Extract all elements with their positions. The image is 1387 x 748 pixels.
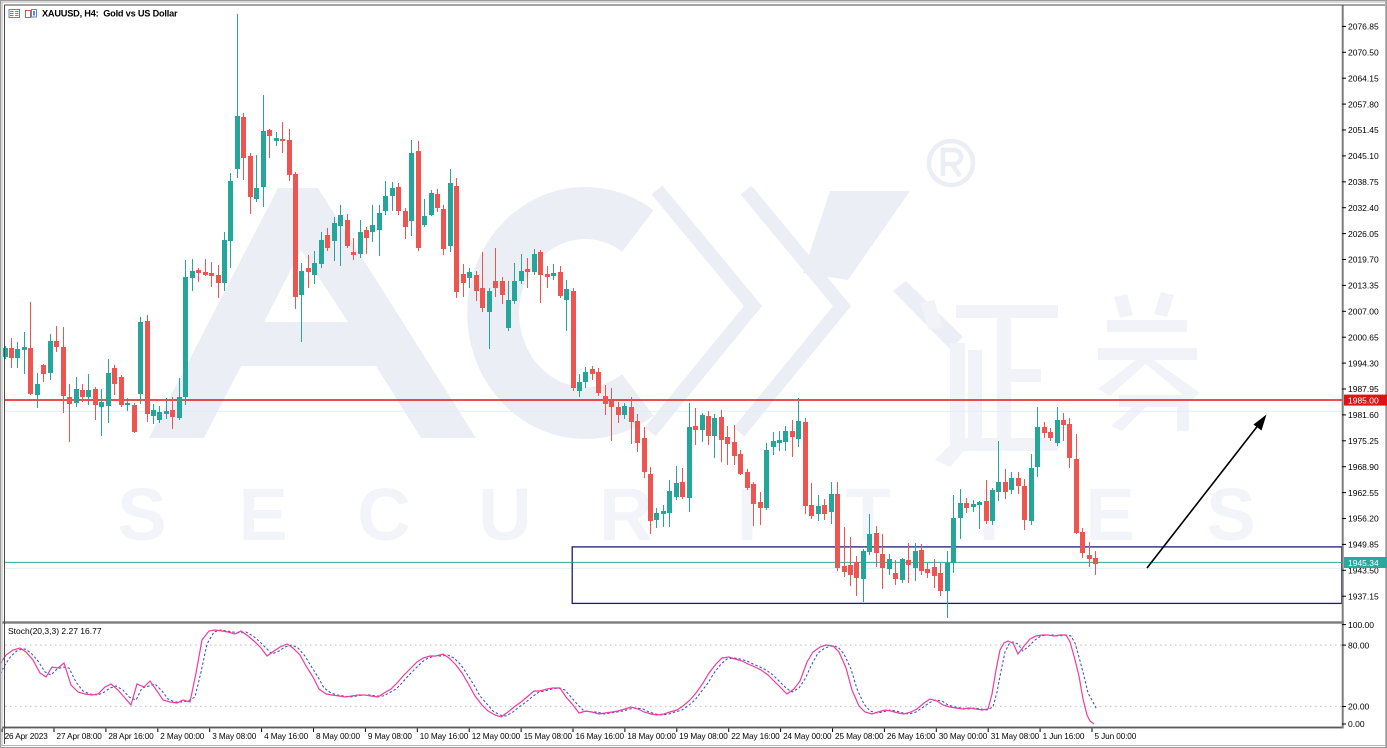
svg-text:1945.34: 1945.34 [1348,558,1379,568]
svg-text:2019.70: 2019.70 [1348,255,1379,265]
svg-text:80.00: 80.00 [1348,640,1370,650]
svg-text:24 May 00:00: 24 May 00:00 [783,732,832,741]
svg-text:S: S [117,473,166,556]
svg-text:0.00: 0.00 [1348,719,1365,729]
svg-text:2038.75: 2038.75 [1348,177,1379,187]
svg-text:16 May 16:00: 16 May 16:00 [576,732,625,741]
svg-text:1985.00: 1985.00 [1348,395,1379,405]
svg-text:1949.85: 1949.85 [1348,540,1379,550]
svg-text:1937.15: 1937.15 [1348,591,1379,601]
svg-text:C: C [357,473,410,556]
svg-text:5 Jun 00:00: 5 Jun 00:00 [1095,732,1137,741]
svg-text:26 May 16:00: 26 May 16:00 [887,732,936,741]
svg-text:25 May 08:00: 25 May 08:00 [835,732,884,741]
svg-text:2070.50: 2070.50 [1348,48,1379,58]
svg-text:8 May 00:00: 8 May 00:00 [316,732,361,741]
svg-text:U: U [478,473,531,556]
svg-text:2013.35: 2013.35 [1348,281,1379,291]
svg-text:2032.40: 2032.40 [1348,203,1379,213]
svg-text:1975.25: 1975.25 [1348,436,1379,446]
svg-text:15 May 08:00: 15 May 08:00 [524,732,573,741]
svg-text:4 May 16:00: 4 May 16:00 [264,732,309,741]
svg-text:2057.80: 2057.80 [1348,99,1379,109]
svg-text:27 Apr 08:00: 27 Apr 08:00 [57,732,103,741]
svg-text:20.00: 20.00 [1348,702,1370,712]
svg-text:2000.65: 2000.65 [1348,332,1379,342]
svg-text:E: E [1085,473,1134,556]
svg-text:10 May 16:00: 10 May 16:00 [420,732,469,741]
svg-text:2045.10: 2045.10 [1348,151,1379,161]
svg-text:R: R [599,473,652,556]
svg-text:1 Jun 16:00: 1 Jun 16:00 [1043,732,1085,741]
svg-text:18 May 00:00: 18 May 00:00 [627,732,676,741]
svg-text:1987.95: 1987.95 [1348,384,1379,394]
svg-text:2064.15: 2064.15 [1348,73,1379,83]
svg-text:2026.05: 2026.05 [1348,229,1379,239]
svg-text:12 May 00:00: 12 May 00:00 [472,732,521,741]
svg-text:31 May 08:00: 31 May 08:00 [991,732,1040,741]
svg-text:1981.60: 1981.60 [1348,410,1379,420]
svg-text:XAUUSD, H4: Gold vs US Dollar: XAUUSD, H4: Gold vs US Dollar [42,9,178,19]
svg-text:28 Apr 16:00: 28 Apr 16:00 [108,732,154,741]
svg-text:1968.90: 1968.90 [1348,462,1379,472]
svg-text:E: E [238,473,287,556]
svg-text:3 May 08:00: 3 May 08:00 [212,732,257,741]
svg-text:1943.50: 1943.50 [1348,566,1379,576]
svg-text:2076.85: 2076.85 [1348,22,1379,32]
svg-text:9 May 08:00: 9 May 08:00 [368,732,413,741]
svg-text:1956.20: 1956.20 [1348,514,1379,524]
svg-text:22 May 16:00: 22 May 16:00 [731,732,780,741]
svg-text:Stoch(20,3,3) 2.27 16.77: Stoch(20,3,3) 2.27 16.77 [8,626,102,636]
svg-text:100.00: 100.00 [1348,620,1374,630]
svg-text:1994.30: 1994.30 [1348,358,1379,368]
svg-text:2 May 00:00: 2 May 00:00 [160,732,205,741]
svg-text:30 May 00:00: 30 May 00:00 [939,732,988,741]
svg-text:S: S [1206,473,1255,556]
svg-text:2051.45: 2051.45 [1348,125,1379,135]
svg-text:19 May 08:00: 19 May 08:00 [679,732,728,741]
svg-text:26 Apr 2023: 26 Apr 2023 [5,732,49,741]
svg-text:2007.00: 2007.00 [1348,307,1379,317]
svg-text:1962.55: 1962.55 [1348,488,1379,498]
